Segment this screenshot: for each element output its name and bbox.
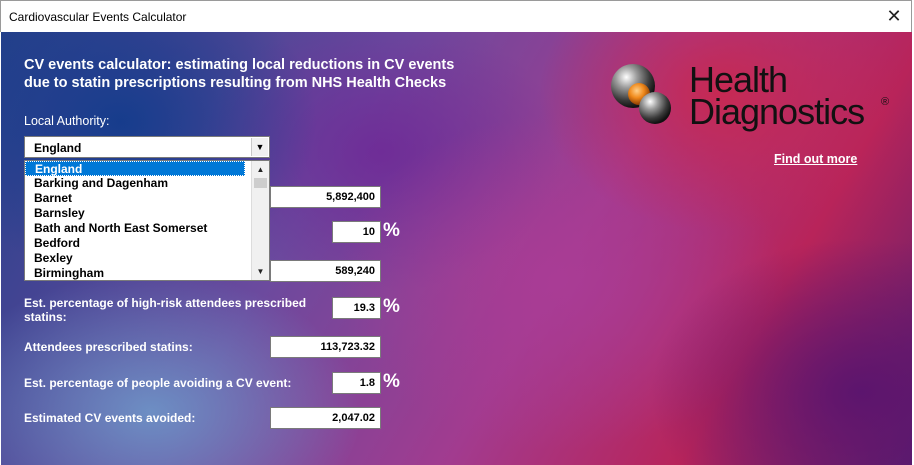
population-field[interactable]: 5,892,400 <box>270 186 381 208</box>
registered-mark: ® <box>881 96 890 108</box>
heading-line-2: due to statin prescriptions resulting fr… <box>24 75 447 91</box>
list-item[interactable]: Barking and Dagenham <box>34 176 169 190</box>
list-scrollbar[interactable]: ▲ ▼ <box>251 161 269 280</box>
find-out-more-link[interactable]: Find out more <box>774 152 858 166</box>
events-avoided-label: Estimated CV events avoided: <box>24 411 196 425</box>
scroll-thumb[interactable] <box>254 178 267 188</box>
list-item[interactable]: Barnet <box>34 191 73 205</box>
list-item[interactable]: Birmingham <box>34 266 105 280</box>
local-authority-label: Local Authority: <box>24 114 110 128</box>
calculator-form: CV events calculator: estimating local r… <box>1 32 912 465</box>
health-diagnostics-logo: Health Diagnostics ® <box>609 60 899 140</box>
percent-sign: % <box>383 371 400 392</box>
logo-line-1: Health <box>689 59 788 100</box>
list-item[interactable]: Bedford <box>34 236 80 250</box>
list-item[interactable]: Bath and North East Somerset <box>34 221 208 235</box>
title-bar: Cardiovascular Events Calculator ✕ <box>0 0 912 32</box>
chevron-down-icon[interactable]: ▼ <box>251 138 268 156</box>
sphere-logo-icon <box>611 64 671 124</box>
attendees-statins-label: Attendees prescribed statins: <box>24 340 193 354</box>
local-authority-list[interactable]: England Barking and Dagenham Barnet Barn… <box>24 160 270 281</box>
heading-line-1: CV events calculator: estimating local r… <box>24 57 455 73</box>
local-authority-dropdown[interactable]: England ▼ <box>24 136 270 158</box>
list-item[interactable]: Barnsley <box>34 206 85 220</box>
percent-sign: % <box>383 296 400 317</box>
scroll-up-icon[interactable]: ▲ <box>253 162 268 177</box>
avoid-event-percent-field[interactable]: 1.8 <box>332 372 381 394</box>
attendance-percent-field[interactable]: 10 <box>332 221 381 243</box>
avoid-event-percent-label: Est. percentage of people avoiding a CV … <box>24 376 292 390</box>
percent-sign: % <box>383 220 400 241</box>
statins-percent-field[interactable]: 19.3 <box>332 297 381 319</box>
logo-wordmark: Health Diagnostics <box>689 59 865 132</box>
page-heading: CV events calculator: estimating local r… <box>24 56 544 92</box>
scroll-down-icon[interactable]: ▼ <box>253 264 268 279</box>
attendees-statins-field[interactable]: 113,723.32 <box>270 336 381 358</box>
logo-line-2: Diagnostics <box>689 91 865 132</box>
attendees-field[interactable]: 589,240 <box>270 260 381 282</box>
list-item[interactable]: England <box>25 161 245 176</box>
list-item[interactable]: Bexley <box>34 251 73 265</box>
statins-percent-label: Est. percentage of high-risk attendees p… <box>24 296 307 324</box>
window-title: Cardiovascular Events Calculator <box>9 10 187 24</box>
local-authority-selected: England <box>34 141 82 155</box>
events-avoided-field[interactable]: 2,047.02 <box>270 407 381 429</box>
close-icon[interactable]: ✕ <box>886 6 902 26</box>
